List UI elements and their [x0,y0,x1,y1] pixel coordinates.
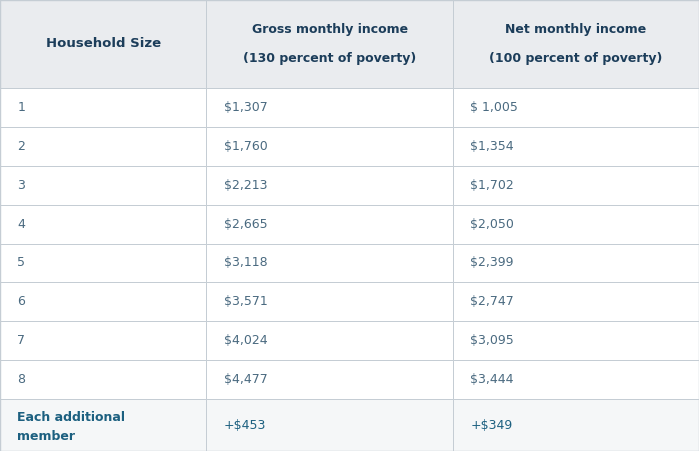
FancyBboxPatch shape [453,166,699,205]
Text: $3,444: $3,444 [470,373,514,386]
Text: $3,095: $3,095 [470,334,514,347]
Text: $3,118: $3,118 [224,257,267,270]
Text: 2: 2 [17,140,25,153]
Text: $2,399: $2,399 [470,257,514,270]
Text: 6: 6 [17,295,25,308]
FancyBboxPatch shape [206,360,453,399]
FancyBboxPatch shape [206,205,453,244]
FancyBboxPatch shape [453,88,699,127]
FancyBboxPatch shape [206,127,453,166]
FancyBboxPatch shape [453,127,699,166]
Text: Gross monthly income: Gross monthly income [252,23,408,36]
FancyBboxPatch shape [0,0,206,88]
FancyBboxPatch shape [453,399,699,451]
Text: $ 1,005: $ 1,005 [470,101,518,114]
Text: 7: 7 [17,334,25,347]
Text: $2,665: $2,665 [224,217,267,230]
Text: +$453: +$453 [224,419,266,432]
Text: $4,477: $4,477 [224,373,268,386]
Text: $2,747: $2,747 [470,295,514,308]
FancyBboxPatch shape [453,244,699,282]
Text: 8: 8 [17,373,25,386]
Text: (130 percent of poverty): (130 percent of poverty) [243,52,416,65]
FancyBboxPatch shape [0,282,206,321]
Text: 1: 1 [17,101,25,114]
FancyBboxPatch shape [0,360,206,399]
FancyBboxPatch shape [0,399,206,451]
FancyBboxPatch shape [453,205,699,244]
FancyBboxPatch shape [0,166,206,205]
FancyBboxPatch shape [453,360,699,399]
Text: member: member [17,430,75,443]
FancyBboxPatch shape [206,0,453,88]
FancyBboxPatch shape [0,205,206,244]
Text: Each additional: Each additional [17,411,126,424]
Text: 4: 4 [17,217,25,230]
FancyBboxPatch shape [453,282,699,321]
Text: $1,307: $1,307 [224,101,268,114]
FancyBboxPatch shape [0,127,206,166]
FancyBboxPatch shape [206,244,453,282]
Text: $1,702: $1,702 [470,179,514,192]
FancyBboxPatch shape [206,399,453,451]
FancyBboxPatch shape [206,88,453,127]
FancyBboxPatch shape [206,166,453,205]
Text: $1,760: $1,760 [224,140,268,153]
FancyBboxPatch shape [453,0,699,88]
Text: $2,050: $2,050 [470,217,514,230]
Text: $3,571: $3,571 [224,295,268,308]
FancyBboxPatch shape [0,88,206,127]
FancyBboxPatch shape [453,321,699,360]
Text: Household Size: Household Size [45,37,161,51]
FancyBboxPatch shape [0,321,206,360]
Text: Net monthly income: Net monthly income [505,23,647,36]
Text: (100 percent of poverty): (100 percent of poverty) [489,52,663,65]
Text: $1,354: $1,354 [470,140,514,153]
Text: 3: 3 [17,179,25,192]
FancyBboxPatch shape [206,321,453,360]
Text: $4,024: $4,024 [224,334,267,347]
FancyBboxPatch shape [206,282,453,321]
Text: +$349: +$349 [470,419,512,432]
FancyBboxPatch shape [0,244,206,282]
Text: 5: 5 [17,257,25,270]
Text: $2,213: $2,213 [224,179,267,192]
